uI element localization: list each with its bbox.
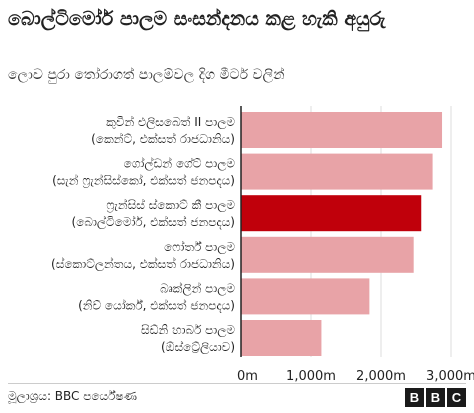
bar <box>241 153 433 190</box>
bar <box>241 278 370 315</box>
category-label-place: (සැන් ෆ්‍රැන්සිස්කෝ, එක්සත් ජනපදය) <box>52 173 235 187</box>
footer-divider <box>8 383 466 384</box>
bar <box>241 236 414 273</box>
category-label-name: ෆ්‍රැන්සිස් ස්කොට් කී පාලම <box>106 198 235 213</box>
x-tick-label: 2,000m <box>356 369 406 384</box>
chart-title: බොල්ටිමෝර් පාලම සංසන්දනය කළ හැකි අයුරු <box>8 8 386 30</box>
category-label-name: බෘක්ලින් පාලම <box>160 281 235 296</box>
category-label-place: (ස්කොට්ලන්තය, එක්සත් රාජධානිය) <box>51 257 235 272</box>
category-label-name: කුවීන් එලිසබෙත් II පාලම <box>106 115 235 130</box>
bbc-logo-letter-2: B <box>426 388 445 407</box>
category-label-place: (ඕස්ට්‍රේලියාව) <box>161 340 235 355</box>
category-label-place: (නිව් යෝර්ක්, එක්සත් ජනපදය) <box>78 298 235 312</box>
bbc-logo-letter-1: B <box>405 388 424 407</box>
x-tick-label: 3,000m <box>426 369 474 384</box>
bar <box>241 195 422 232</box>
bbc-logo: B B C <box>405 388 466 407</box>
source-note: මූලාශ්‍රය: BBC පර්යේෂණ <box>8 389 138 403</box>
category-label-place: (කෙන්ට්, එක්සත් රාජධානිය) <box>91 132 235 146</box>
bar <box>241 320 322 356</box>
bar <box>241 112 443 148</box>
bbc-logo-letter-3: C <box>447 388 466 407</box>
category-label-name: ගෝල්ඩන් ගේට් පාලම <box>124 156 236 171</box>
x-tick-label: 1,000m <box>286 369 336 384</box>
category-label-place: (බොල්ටිමෝර්, එක්සත් ජනපදය) <box>72 215 235 230</box>
chart-subtitle: ලොව පුරා තෝරාගත් පාලම්වල දිග මීටර් වලින් <box>8 67 285 83</box>
category-label-name: ෆෝර්ත් පාලම <box>164 240 235 255</box>
x-tick-label: 0m <box>237 369 258 384</box>
category-label-name: සිඩ්නි හාබර් පාලම <box>141 323 235 338</box>
